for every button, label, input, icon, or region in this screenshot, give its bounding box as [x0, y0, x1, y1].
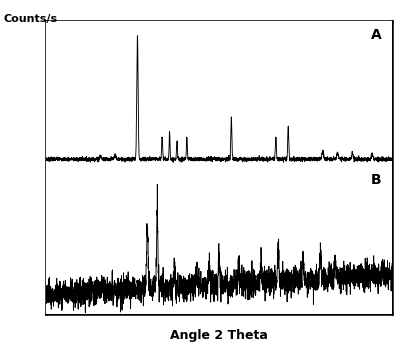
Text: B: B [371, 173, 382, 187]
Text: A: A [371, 28, 382, 42]
Text: Angle 2 Theta: Angle 2 Theta [170, 329, 268, 342]
Text: Counts/s: Counts/s [4, 14, 58, 24]
